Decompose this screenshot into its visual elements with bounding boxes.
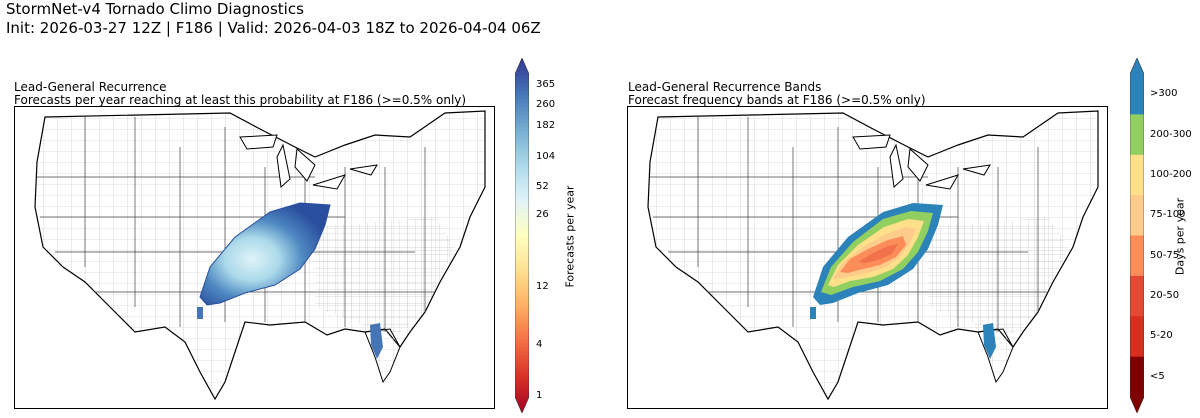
left-colorbar: [514, 57, 530, 414]
right-colorbar-band: [1130, 235, 1144, 277]
left-tick-12: 12: [536, 281, 549, 292]
left-tick-104: 104: [536, 151, 556, 162]
right-colorbar-band: [1130, 316, 1144, 358]
right-colorbar-band: [1130, 275, 1144, 317]
left-recurrence-shading: [197, 202, 383, 359]
right-colorbar-band: [1130, 195, 1144, 236]
right-colorbar-svg: [1129, 57, 1145, 414]
left-tick-260: 260: [536, 99, 556, 110]
left-tick-26: 26: [536, 209, 549, 220]
right-panel-title: Lead-General Recurrence Bands: [628, 80, 822, 94]
right-map: [627, 106, 1108, 409]
right-frequency-bands: [810, 203, 996, 359]
left-panel-subtitle: Forecasts per year reaching at least thi…: [14, 93, 467, 107]
right-colorbar-label: Days per year: [1173, 197, 1187, 276]
figure-title-line2: Init: 2026-03-27 12Z | F186 | Valid: 202…: [6, 19, 541, 37]
left-colorbar-label: Forecasts per year: [563, 185, 577, 288]
right-colorbar-tick-label: 100-200: [1150, 168, 1192, 180]
right-colorbar-extend-min: [1130, 397, 1144, 413]
right-colorbar: [1129, 57, 1145, 414]
right-colorbar-extend-max: [1130, 58, 1144, 74]
right-colorbar-tick-label: 200-300: [1150, 128, 1192, 140]
figure-title-line1: StormNet-v4 Tornado Climo Diagnostics: [6, 0, 304, 18]
right-colorbar-tick-label: 75-100: [1150, 209, 1186, 221]
right-colorbar-tick-label: 50-75: [1150, 249, 1180, 261]
left-tick-4: 4: [536, 339, 543, 350]
right-panel-subtitle: Forecast frequency bands at F186 (>=0.5%…: [628, 93, 926, 107]
right-colorbar-tick-label: >300: [1150, 88, 1178, 100]
left-map: [14, 106, 495, 409]
right-colorbar-band: [1130, 114, 1144, 156]
left-colorbar-svg: [514, 57, 530, 414]
left-map-svg: [34, 110, 486, 401]
left-tick-182: 182: [536, 120, 556, 131]
left-colorbar-gradient: [514, 57, 530, 414]
figure-title: StormNet-v4 Tornado Climo Diagnostics In…: [6, 0, 541, 38]
left-tick-1: 1: [536, 390, 543, 401]
left-great-lakes: [239, 134, 378, 190]
left-tick-52: 52: [536, 181, 549, 192]
right-colorbar-band: [1130, 74, 1144, 115]
right-colorbar-band: [1130, 356, 1144, 398]
right-colorbar-band: [1130, 154, 1144, 196]
right-colorbar-tick-label: 5-20: [1150, 330, 1173, 342]
left-panel-title: Lead-General Recurrence: [14, 80, 167, 94]
right-colorbar-tick-label: 20-50: [1150, 290, 1180, 302]
left-tick-365: 365: [536, 79, 556, 90]
right-colorbar-tick-label: <5: [1150, 370, 1165, 382]
right-great-lakes: [852, 134, 991, 190]
right-map-svg: [647, 110, 1099, 401]
